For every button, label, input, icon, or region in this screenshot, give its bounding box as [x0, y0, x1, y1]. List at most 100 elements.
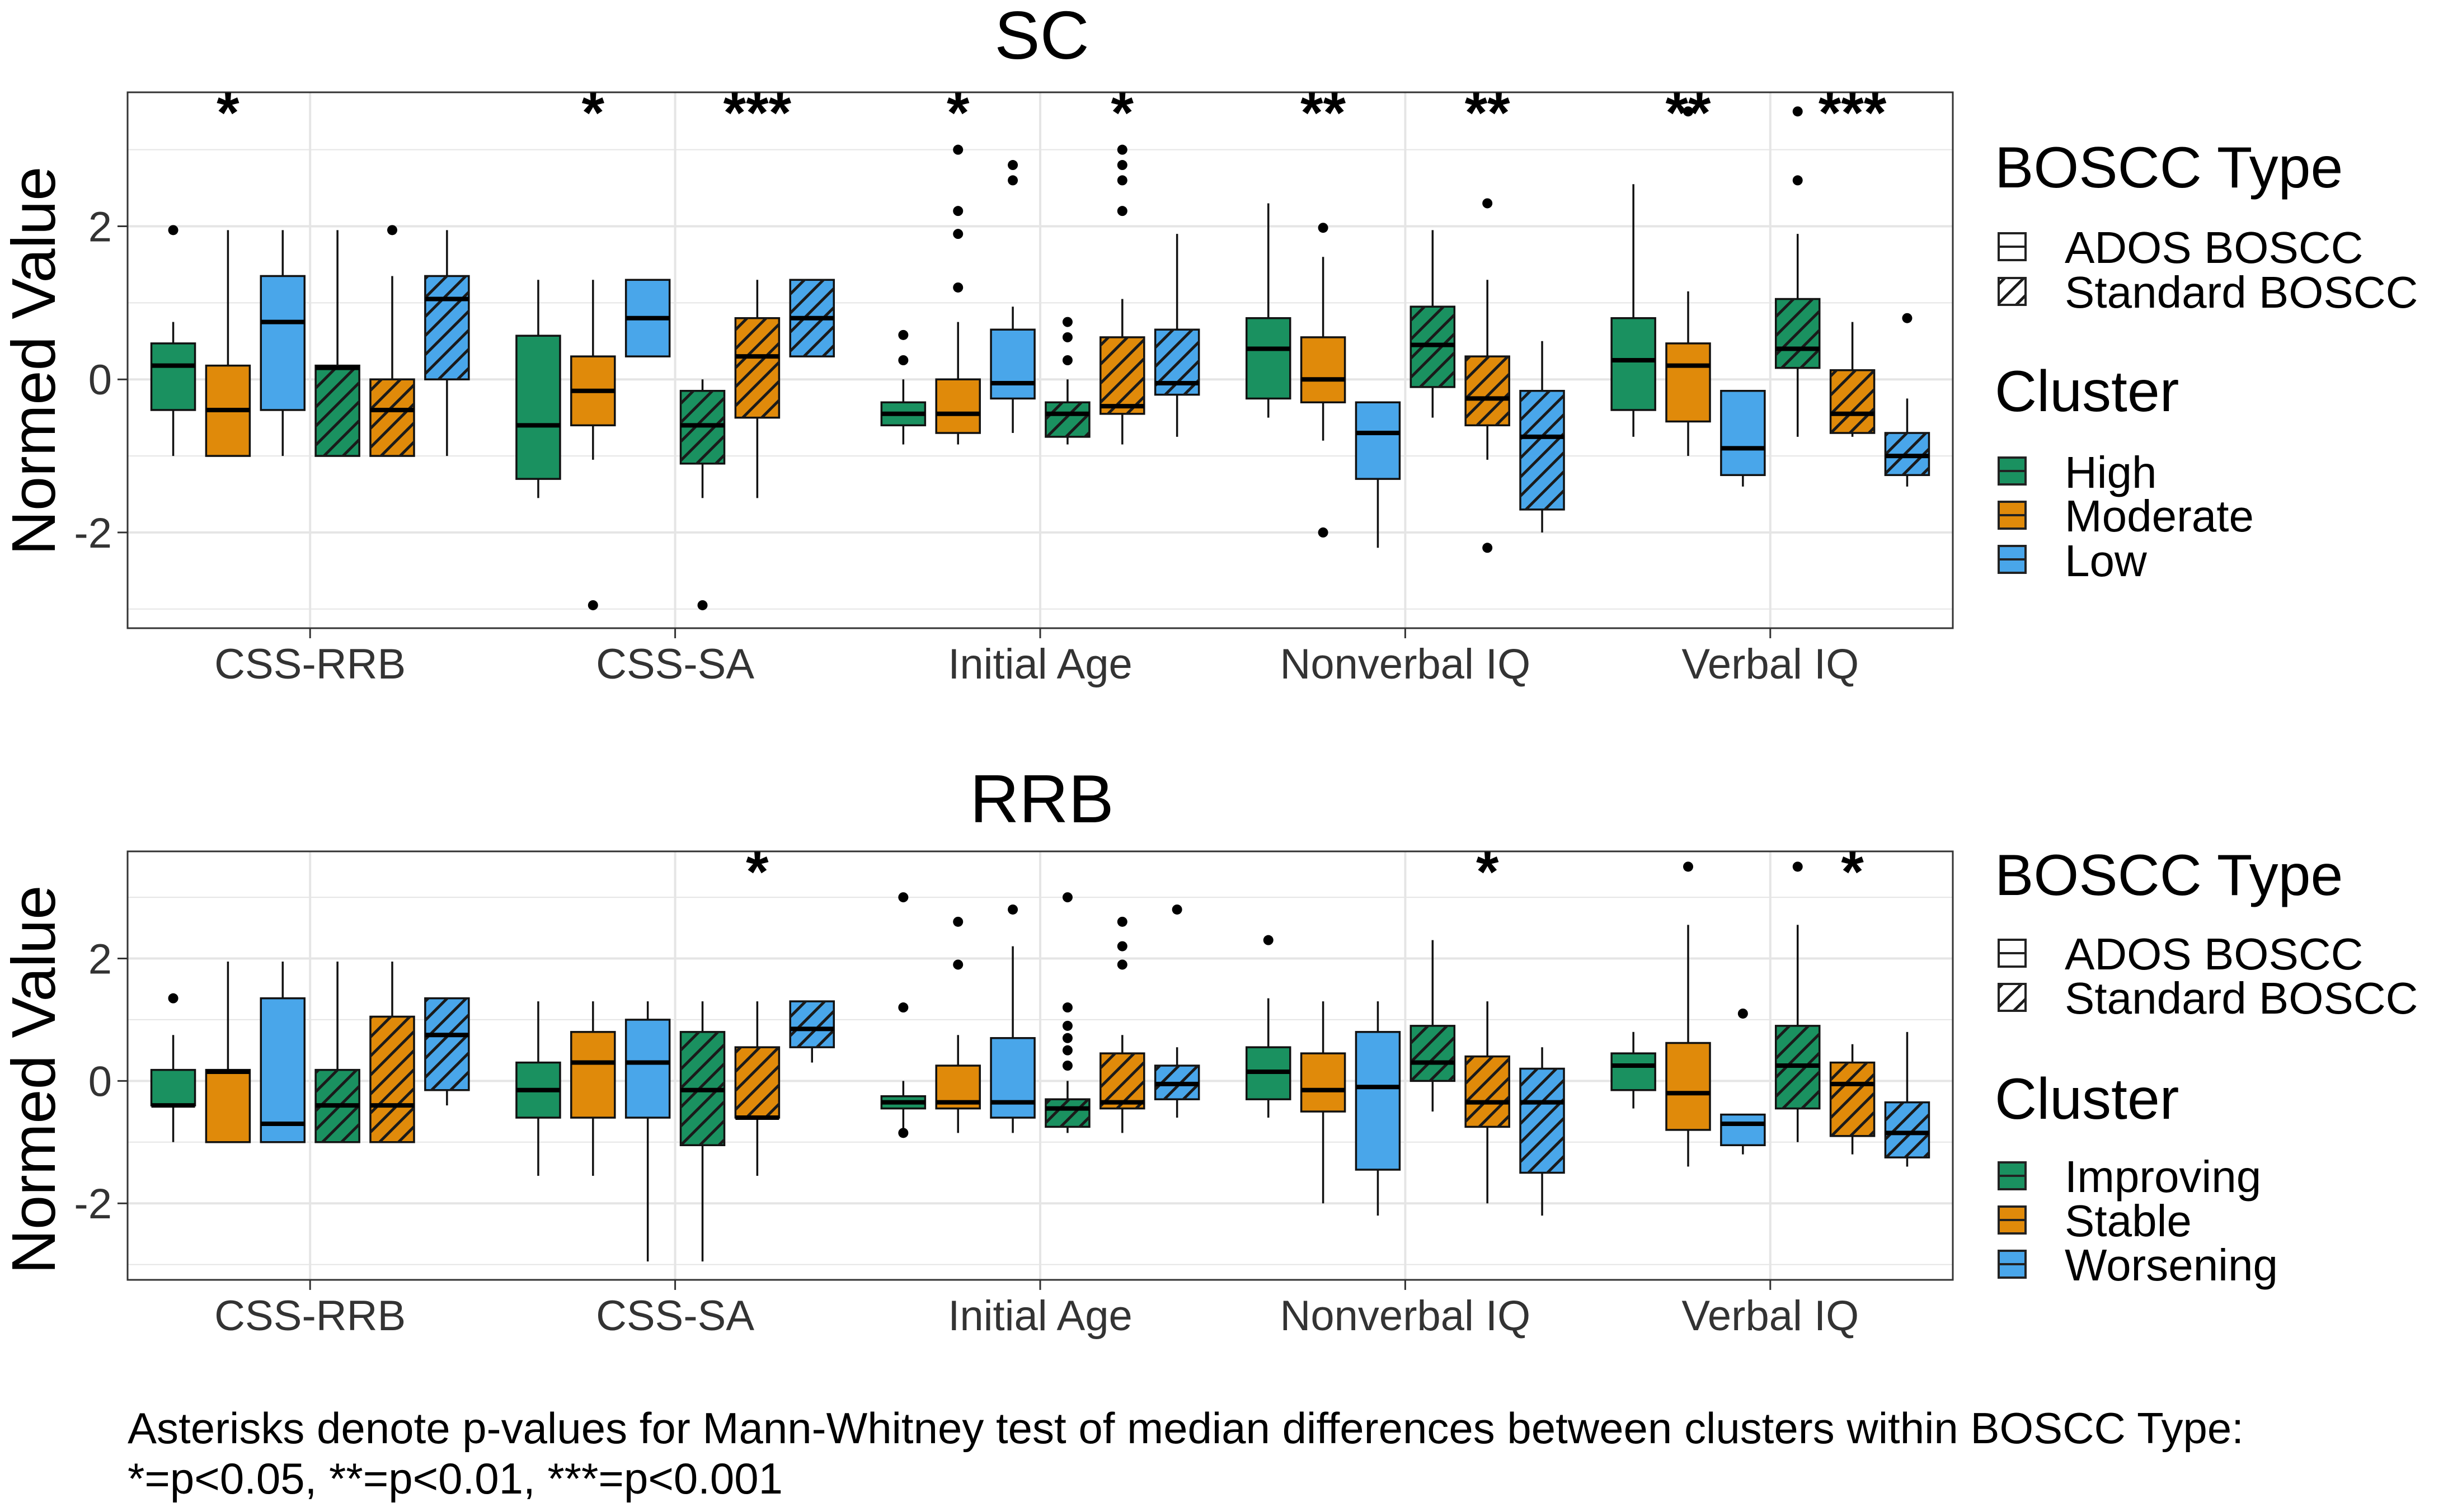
legend: BOSCC Type ADOS BOSCC Standard BOSCC Clu…	[1995, 843, 2418, 1290]
box-hatch	[1520, 1068, 1564, 1173]
outlier-point	[168, 225, 178, 235]
legend-title-cluster: Cluster	[1995, 359, 2179, 424]
legend-key-worsening	[1998, 1250, 2027, 1279]
box-nonverbal-iq	[1409, 230, 1456, 418]
box-nonverbal-iq	[1409, 940, 1456, 1112]
legend-item-ados-boscc: ADOS BOSCC	[2065, 929, 2363, 979]
series-high-standard	[314, 106, 1821, 610]
grid	[128, 851, 1953, 1280]
box-css-sa	[789, 1000, 835, 1063]
significance-stars: *	[1111, 81, 1134, 145]
outlier-point	[1062, 317, 1073, 327]
y-tick-label: 2	[88, 936, 112, 983]
outlier-point	[1117, 175, 1127, 186]
box-initial-age	[1045, 892, 1091, 1133]
outlier-point	[1263, 935, 1274, 945]
significance-stars: *	[582, 81, 605, 145]
x-tick-label-nonverbal-iq: Nonverbal IQ	[1280, 640, 1531, 688]
box-css-rrb	[424, 997, 470, 1106]
legend-item-high: High	[2065, 448, 2157, 497]
y-tick-label: -2	[74, 510, 112, 557]
legend-key-standard-boscc	[1998, 277, 2027, 306]
box-nonverbal-iq	[1519, 341, 1565, 533]
outlier-point	[1318, 527, 1328, 538]
outlier-point	[1008, 904, 1018, 915]
box-css-rrb	[205, 230, 251, 457]
outlier-point	[1482, 198, 1493, 209]
outlier-point	[898, 355, 909, 365]
box-body	[1300, 1052, 1346, 1113]
y-tick-label: 0	[88, 1058, 112, 1105]
outlier-point	[1792, 861, 1803, 872]
x-tick-label-initial-age: Initial Age	[948, 1292, 1133, 1340]
outlier-point	[1117, 144, 1127, 155]
box-nonverbal-iq	[1355, 1001, 1401, 1216]
box-hatch	[1411, 1025, 1455, 1081]
box-verbal-iq	[1884, 313, 1930, 487]
box-body	[990, 328, 1036, 400]
box-body	[1300, 336, 1346, 404]
box-body	[150, 1068, 196, 1106]
box-hatch	[1100, 1053, 1144, 1109]
box-body	[205, 1068, 251, 1143]
significance-annotations: * * *	[746, 840, 1864, 905]
series-improving-ados	[150, 892, 1656, 1176]
legend-key-ados-boscc	[1998, 939, 2027, 968]
x-tick-label-nonverbal-iq: Nonverbal IQ	[1280, 1292, 1531, 1340]
box-css-sa	[515, 1001, 561, 1176]
outlier-point	[1792, 106, 1803, 117]
box-initial-age	[935, 144, 981, 445]
box-hatch	[425, 998, 469, 1090]
box-verbal-iq	[1774, 106, 1821, 437]
box-hatch	[1045, 402, 1089, 437]
legend-key-standard-boscc	[1998, 983, 2027, 1012]
outlier-point	[1062, 355, 1073, 365]
outlier-point	[1062, 1002, 1073, 1013]
significance-stars: ***	[723, 81, 792, 145]
box-hatch	[735, 1047, 779, 1118]
box-hatch	[1520, 390, 1564, 510]
outlier-point	[1117, 941, 1127, 952]
x-ticks: CSS-RRB CSS-SA Initial Age Nonverbal IQ Verb…	[214, 1280, 1859, 1340]
x-tick-label-css-rrb: CSS-RRB	[214, 640, 406, 688]
box-body	[570, 1031, 616, 1119]
box-css-sa	[734, 1001, 781, 1176]
box-nonverbal-iq	[1355, 401, 1401, 548]
box-nonverbal-iq	[1246, 203, 1291, 418]
box-body	[515, 335, 561, 480]
significance-stars: *	[1476, 840, 1499, 905]
box-hatch	[1830, 1062, 1874, 1136]
outlier-point	[1117, 959, 1127, 970]
series-moderate-ados	[205, 106, 1711, 610]
significance-stars: *	[1841, 840, 1864, 905]
outlier-point	[1117, 206, 1127, 216]
legend-title-boscc-type: BOSCC Type	[1995, 843, 2343, 908]
outlier-point	[953, 206, 964, 216]
box-hatch	[1465, 356, 1510, 426]
box-body	[990, 1037, 1036, 1119]
outlier-point	[697, 600, 708, 610]
box-nonverbal-iq	[1300, 223, 1346, 538]
box-verbal-iq	[1720, 1008, 1766, 1155]
box-nonverbal-iq	[1464, 1001, 1510, 1204]
box-verbal-iq	[1665, 106, 1711, 456]
x-tick-label-css-rrb: CSS-RRB	[214, 1292, 406, 1340]
outlier-point	[1062, 1033, 1073, 1043]
caption-line-1: Asterisks denote p-values for Mann-Whitn…	[128, 1403, 2244, 1453]
box-css-rrb	[205, 961, 251, 1143]
outlier-point	[1792, 175, 1803, 186]
box-hatch	[790, 1001, 834, 1048]
outlier-point	[1117, 916, 1127, 927]
legend-key-moderate	[1998, 501, 2027, 530]
box-verbal-iq	[1610, 1031, 1656, 1109]
box-series	[150, 861, 1930, 1262]
box-hatch	[316, 365, 360, 456]
y-tick-label: 2	[88, 204, 112, 251]
box-css-rrb	[260, 961, 306, 1143]
box-initial-age	[1100, 916, 1145, 1133]
box-css-sa	[679, 1001, 726, 1262]
outlier-point	[1062, 1061, 1073, 1071]
box-body	[935, 378, 981, 434]
box-css-sa	[570, 1001, 616, 1176]
